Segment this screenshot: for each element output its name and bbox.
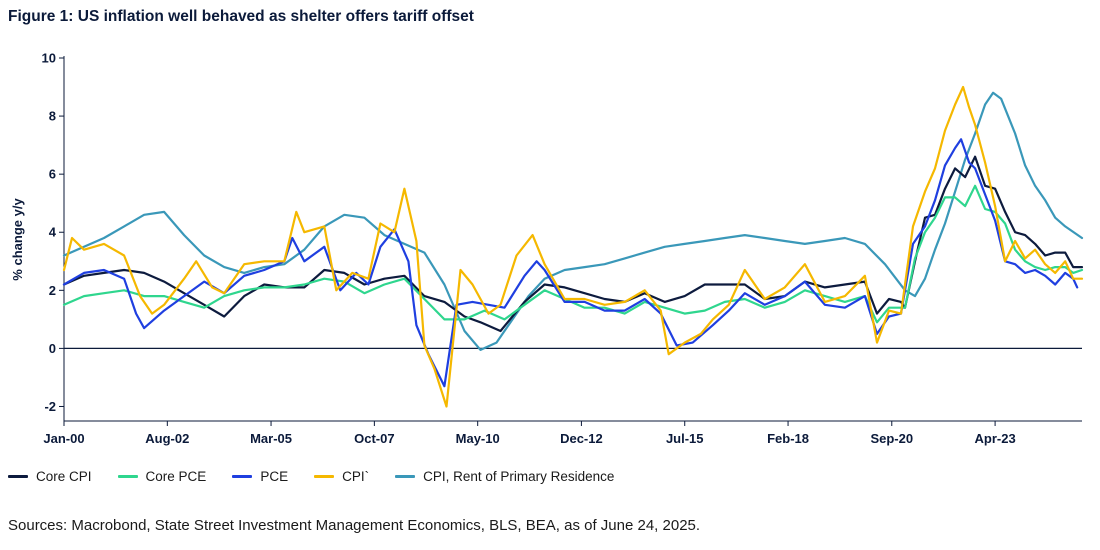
series-line-cpi: [62, 85, 1084, 408]
x-tick-label: Dec-12: [560, 431, 603, 446]
legend-item: Core CPI: [8, 469, 92, 484]
y-tick-label: -2: [44, 399, 56, 414]
y-tick-label: 0: [49, 341, 56, 356]
x-tick-label: Oct-07: [354, 431, 394, 446]
legend-item: Core PCE: [117, 468, 207, 484]
series-layer: [62, 85, 1084, 408]
series-line-pce: [62, 138, 1079, 388]
y-axis: -2 0 2 4 6 8 10: [42, 51, 1082, 421]
x-tick-label: Aug-02: [145, 431, 189, 446]
legend-item: CPI, Rent of Primary Residence: [395, 469, 614, 484]
series-line-core-cpi: [62, 155, 1084, 333]
x-tick-label: May-10: [456, 431, 500, 446]
legend-label: Core CPI: [36, 468, 92, 484]
x-tick-label: Jul-15: [666, 431, 704, 446]
legend-label: CPI, Rent of Primary Residence: [423, 468, 615, 484]
figure-title: Figure 1: US inflation well behaved as s…: [8, 8, 474, 25]
x-tick-label: Mar-05: [250, 431, 292, 446]
legend-swatch: [117, 474, 138, 478]
y-tick-label: 10: [42, 51, 56, 66]
line-chart: -2 0 2 4 6 8 10 Jan-00 Aug-02 Mar-05 Oct-07 May-10…: [10, 51, 1084, 446]
y-tick-label: 6: [49, 167, 56, 182]
chart-legend: Core CPI Core PCE PCE CPI` CPI, Rent of Prim…: [8, 466, 640, 486]
source-note: Sources: Macrobond, State Street Investm…: [8, 517, 701, 534]
series-line-core-pce: [62, 184, 1084, 324]
legend-swatch: [314, 474, 335, 478]
y-tick-label: 8: [49, 109, 56, 124]
legend-item: PCE: [232, 469, 288, 484]
legend-label: PCE: [260, 468, 289, 484]
y-tick-label: 4: [49, 225, 57, 240]
x-tick-label: Feb-18: [767, 431, 809, 446]
legend-swatch: [232, 474, 253, 478]
x-axis: Jan-00 Aug-02 Mar-05 Oct-07 May-10 Dec-12 Jul-…: [43, 420, 1082, 446]
legend-label: Core PCE: [145, 468, 207, 484]
legend-label: CPI`: [342, 468, 370, 484]
y-tick-label: 2: [49, 283, 56, 298]
legend-swatch: [8, 474, 28, 478]
x-tick-label: Jan-00: [43, 431, 84, 446]
legend-swatch: [395, 474, 416, 478]
x-tick-label: Apr-23: [975, 431, 1016, 446]
y-axis-title: % change y/y: [10, 198, 25, 281]
x-tick-label: Sep-20: [870, 431, 913, 446]
legend-item: CPI`: [314, 469, 369, 484]
series-line-cpi-rent-of-primary-residence: [62, 91, 1084, 351]
